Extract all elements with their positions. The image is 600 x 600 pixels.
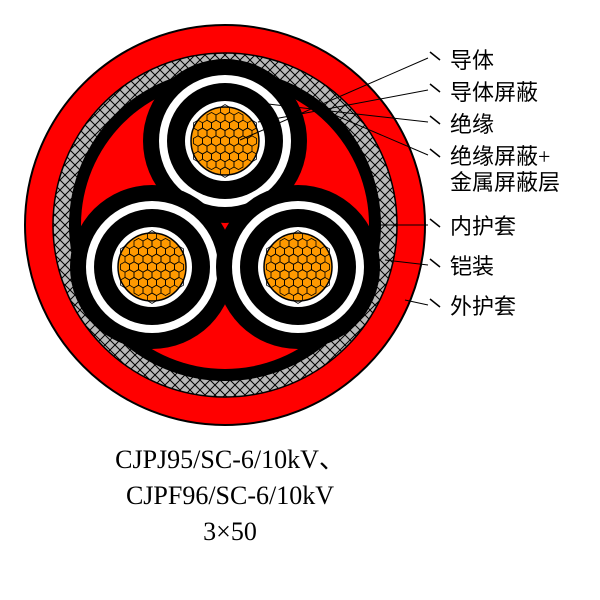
- layer-label: 铠装: [450, 254, 494, 280]
- layer-label: 外护套: [450, 294, 516, 320]
- caption-line-3: 3×50: [0, 514, 460, 549]
- caption-line-2: CJPF96/SC-6/10kV: [0, 478, 460, 513]
- caption-line-1: CJPJ95/SC-6/10kV、: [0, 442, 460, 477]
- layer-label: 绝缘: [450, 112, 494, 138]
- layer-label: 内护套: [450, 214, 516, 240]
- layer-label: 导体屏蔽: [450, 80, 538, 106]
- layer-label: 导体: [450, 48, 494, 74]
- layer-label: 绝缘屏蔽+ 金属屏蔽层: [450, 144, 560, 197]
- cable-diagram: CJPJ95/SC-6/10kV、 CJPF96/SC-6/10kV 3×50 …: [0, 0, 600, 600]
